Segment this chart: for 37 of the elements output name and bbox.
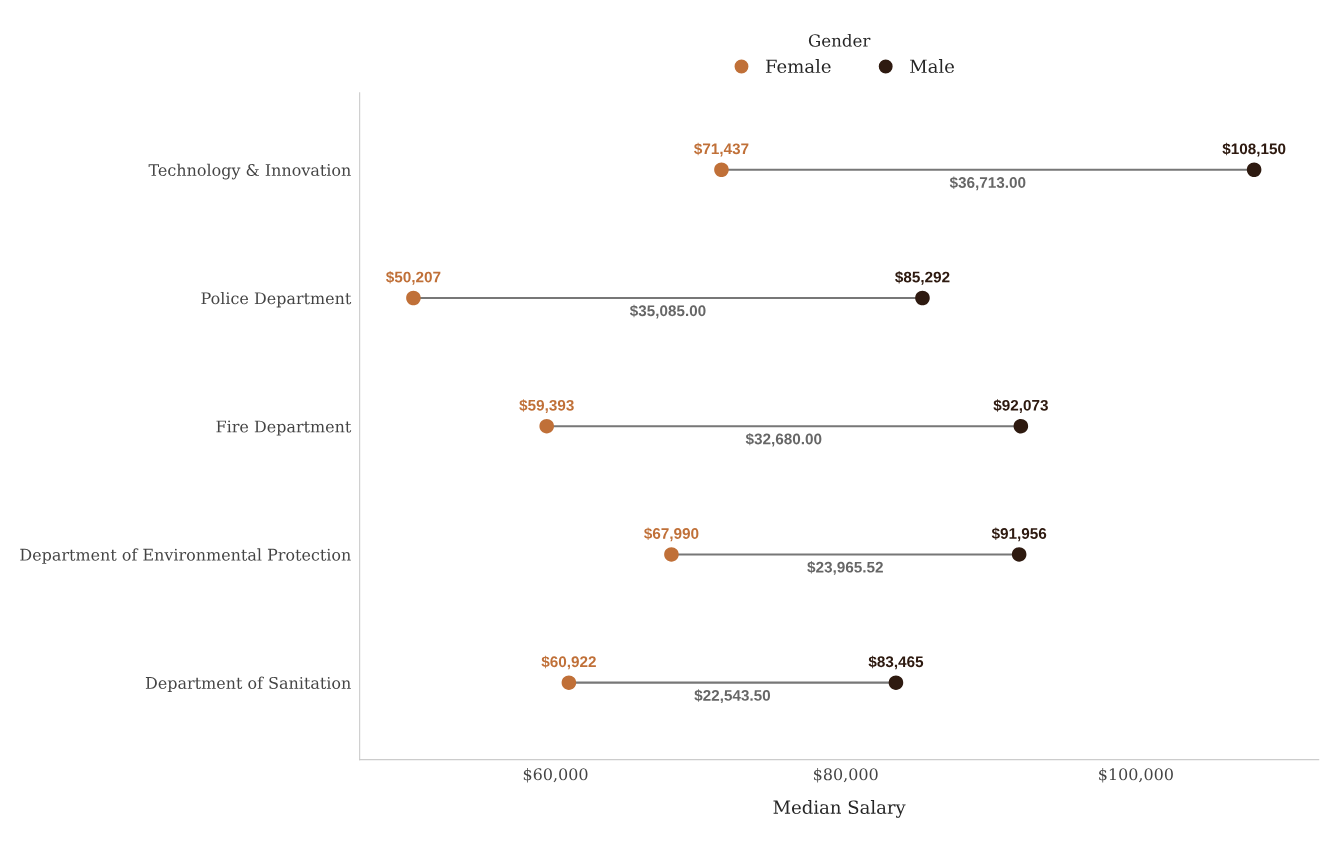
data-label: $92,073 (993, 399, 1048, 413)
data-label: $59,393 (519, 399, 574, 413)
data-label: $83,465 (868, 655, 924, 670)
x-tick-label: $60,000 (523, 767, 588, 783)
legend-label: Female (765, 59, 831, 74)
annotation: $35,085.00 (629, 304, 706, 319)
data-label: $71,437 (694, 142, 749, 157)
y-tick-label: Fire Department (216, 420, 352, 436)
data-label: $67,990 (644, 527, 699, 542)
legend-title: Gender (808, 33, 871, 47)
point (1013, 418, 1029, 434)
annotation: $32,680.00 (745, 432, 822, 447)
annotation: $23,965.52 (807, 561, 883, 575)
annotation: $22,543.50 (694, 689, 771, 704)
point (888, 675, 904, 690)
data-label: $50,207 (386, 270, 441, 285)
point (539, 418, 554, 434)
legend-label: Male (910, 59, 954, 74)
data-label: $91,956 (991, 527, 1047, 542)
x-tick-label: $100,000 (1099, 767, 1173, 783)
point (406, 290, 421, 306)
point (915, 290, 930, 306)
x-tick-label: $80,000 (814, 767, 878, 783)
point (664, 547, 679, 562)
point (1246, 162, 1262, 178)
point (561, 675, 577, 690)
y-tick-label: Department of Sanitation (145, 676, 351, 693)
point (1011, 547, 1027, 562)
x-axis-title: Median Salary (773, 800, 906, 818)
data-label: $108,150 (1222, 142, 1286, 157)
data-label: $85,292 (895, 270, 950, 285)
annotation: $36,713.00 (949, 176, 1026, 191)
point (714, 162, 729, 178)
data-label: $60,922 (541, 655, 596, 670)
y-tick-label: Technology & Innovation (148, 163, 351, 180)
y-tick-label: Police Department (201, 291, 352, 308)
y-tick-label: Department of Environmental Protection (20, 548, 351, 564)
